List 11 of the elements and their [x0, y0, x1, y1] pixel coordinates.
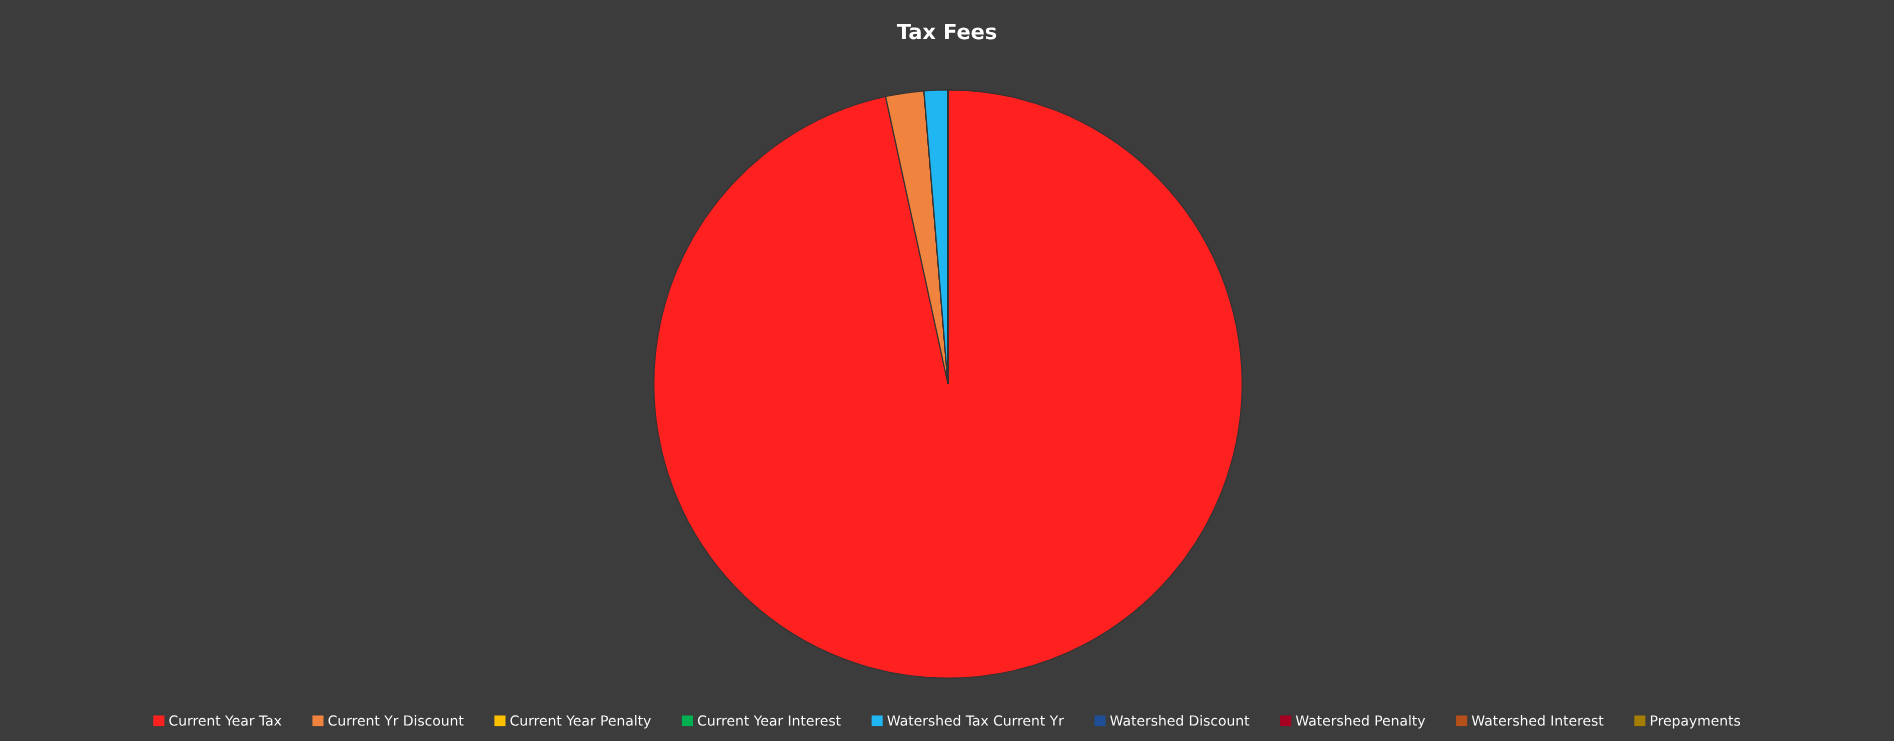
- legend-label: Current Year Tax: [169, 715, 282, 726]
- legend-label: Current Year Penalty: [510, 715, 651, 729]
- legend-label: Watershed Penalty: [1295, 715, 1426, 729]
- legend-label: Watershed Discount: [1110, 715, 1250, 726]
- legend-label: Watershed Interest: [1471, 715, 1604, 726]
- legend-label: Current Yr Discount: [328, 715, 464, 726]
- legend-label: Current Year Interest: [697, 715, 841, 726]
- chart-title: Tax Fees: [896, 23, 997, 40]
- legend-label: Prepayments: [1650, 715, 1741, 729]
- legend-label: Watershed Tax Current Yr: [887, 715, 1064, 726]
- pie-slice: [653, 89, 1243, 679]
